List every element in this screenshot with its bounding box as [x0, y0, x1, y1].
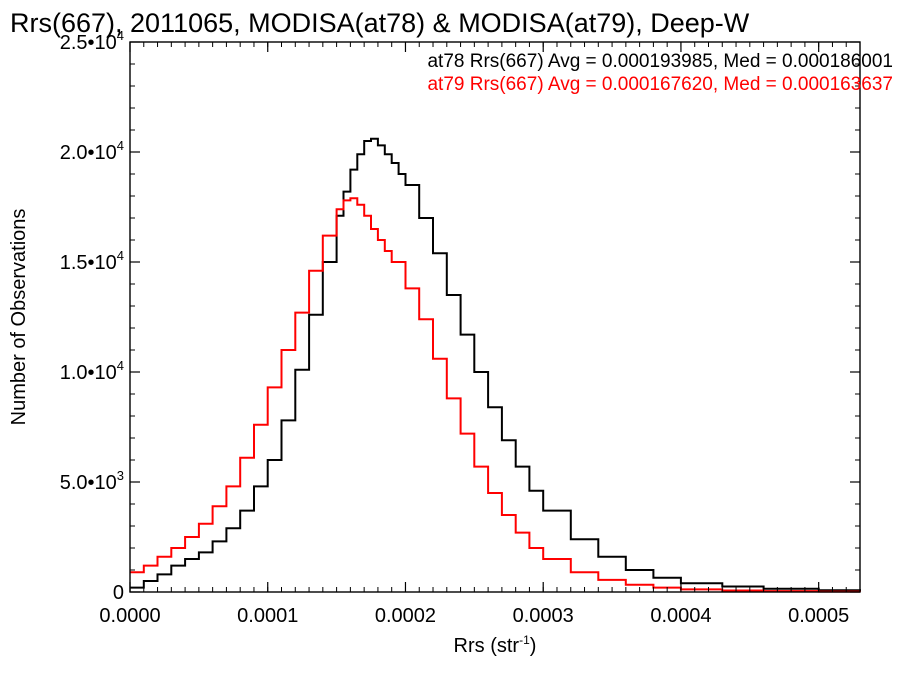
- x-axis-label-close: ): [530, 635, 537, 657]
- annotation-1: at78 Rrs(667) Avg = 0.000193985, Med = 0…: [427, 51, 893, 72]
- series-line-at78: [130, 137, 861, 592]
- y-tick-label: 0: [113, 582, 124, 604]
- x-axis-label-text: Rrs (str: [454, 635, 520, 657]
- y-axis-label: Number of Observations: [8, 209, 30, 426]
- x-axis-label: Rrs (str-1): [454, 633, 537, 657]
- annotations: at78 Rrs(667) Avg = 0.000193985, Med = 0…: [427, 51, 893, 95]
- x-tick-label: 0.0003: [513, 605, 574, 627]
- y-tick-label: 1.0•104: [60, 358, 124, 384]
- y-tick-label: 5.0•103: [60, 468, 124, 494]
- x-tick-label: 0.0004: [650, 605, 711, 627]
- y-tick-label: 2.0•104: [60, 138, 124, 164]
- y-axis: 0 5.0•103 1.0•104 1.5•104 2.0•104 2.5•104: [60, 28, 860, 604]
- plot-frame: [129, 41, 861, 593]
- x-tick-label: 0.0000: [99, 605, 160, 627]
- x-axis-label-exponent: -1: [519, 633, 530, 647]
- x-tick-label: 0.0001: [237, 605, 298, 627]
- chart-title: Rrs(667), 2011065, MODISA(at78) & MODISA…: [10, 8, 750, 38]
- x-tick-label: 0.0005: [788, 605, 849, 627]
- annotation-2: at79 Rrs(667) Avg = 0.000167620, Med = 0…: [427, 74, 893, 95]
- x-tick-label: 0.0002: [375, 605, 436, 627]
- series-line-at79: [130, 197, 861, 593]
- y-tick-label: 2.5•104: [60, 28, 124, 54]
- x-axis: 0.0000 0.0001 0.0002 0.0003 0.0004 0.0005: [99, 42, 861, 627]
- series-group: [130, 137, 861, 593]
- y-tick-label: 1.5•104: [60, 248, 124, 274]
